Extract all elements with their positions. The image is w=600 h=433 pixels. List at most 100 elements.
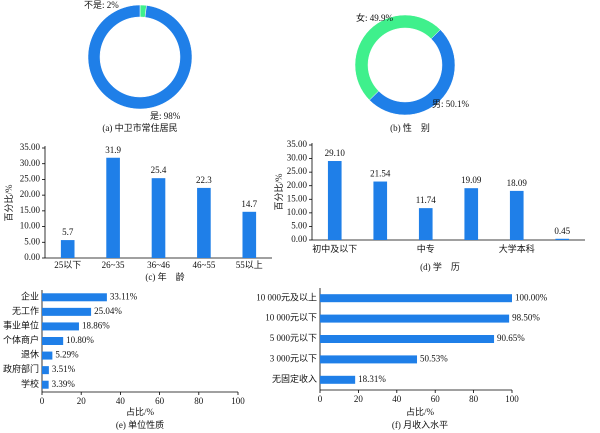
y-tick-label: 20.00	[287, 180, 308, 190]
value-label: 18.31%	[358, 374, 386, 384]
y-tick-label: 退休	[21, 349, 39, 360]
x-tick-label: 中专	[417, 243, 435, 254]
slice-label: 女: 49.9%	[356, 12, 394, 23]
bar	[555, 238, 570, 240]
bar	[42, 351, 53, 360]
bar	[373, 181, 388, 240]
bar	[320, 314, 510, 323]
y-tick-label: 事业单位	[3, 319, 39, 330]
value-label: 29.10	[325, 148, 346, 158]
bar	[327, 161, 342, 240]
caption: (d) 学 历	[420, 261, 460, 272]
value-label: 18.86%	[82, 320, 110, 330]
value-label: 100.00%	[515, 292, 548, 302]
x-tick-label: 初中及以下	[312, 243, 357, 254]
y-tick-label: 5 000元以下	[270, 333, 317, 343]
y-tick-label: 10 000元及以上	[256, 292, 317, 302]
bar	[320, 335, 495, 343]
x-tick-label: 40	[116, 396, 126, 406]
bar	[242, 211, 257, 258]
value-label: 11.74	[416, 195, 436, 205]
value-label: 98.50%	[512, 313, 540, 323]
x-tick-label: 55以上	[236, 260, 263, 270]
x-tick-label: 60	[431, 394, 441, 404]
value-label: 22.3	[196, 175, 212, 185]
y-tick-label: 15.00	[287, 193, 308, 203]
value-label: 5.29%	[55, 350, 79, 360]
x-tick-label: 大学本科	[499, 243, 535, 254]
bar	[42, 380, 49, 389]
bar	[418, 208, 433, 240]
x-tick-label: 100	[231, 396, 245, 406]
value-label: 25.04%	[94, 306, 122, 316]
bar	[42, 337, 64, 345]
value-label: 25.4	[151, 165, 167, 175]
bar	[106, 157, 120, 258]
bar	[509, 190, 524, 240]
value-label: 21.54	[370, 169, 391, 179]
value-label: 3.51%	[52, 364, 76, 374]
y-tick-label: 3 000元以下	[270, 353, 317, 363]
value-label: 14.7	[241, 199, 257, 209]
y-tick-label: 25.00	[20, 173, 41, 183]
y-tick-label: 无工作	[12, 305, 39, 316]
y-tick-label: 0.00	[24, 252, 40, 262]
x-tick-label: 60	[155, 396, 165, 406]
x-tick-label: 20	[77, 396, 87, 406]
x-tick-label: 80	[469, 394, 479, 404]
caption: (b) 性 别	[390, 122, 430, 133]
bar	[320, 375, 356, 384]
value-label: 31.9	[105, 145, 121, 155]
x-axis-label: 占比/%	[406, 406, 435, 417]
y-tick-label: 企业	[21, 290, 39, 301]
value-label: 0.45	[554, 226, 570, 236]
value-label: 19.09	[461, 175, 482, 185]
caption: (e) 单位性质	[116, 419, 164, 430]
y-tick-label: 30.00	[20, 158, 41, 168]
bar	[151, 178, 166, 258]
slice-label: 男: 50.1%	[432, 99, 470, 109]
x-axis-label: 占比/%	[126, 406, 155, 417]
bar	[42, 322, 79, 331]
y-tick-label: 35.00	[20, 142, 41, 152]
bar	[197, 187, 211, 258]
y-tick-label: 学校	[21, 378, 39, 389]
x-tick-label: 25以下	[54, 260, 81, 270]
y-tick-label: 20.00	[20, 189, 41, 199]
y-tick-label: 25.00	[287, 166, 308, 176]
value-label: 5.7	[62, 227, 74, 237]
value-label: 90.65%	[497, 333, 525, 343]
y-tick-label: 10 000元以下	[265, 313, 317, 323]
y-tick-label: 5.00	[291, 220, 307, 230]
x-tick-label: 0	[40, 396, 45, 406]
x-tick-label: 80	[194, 396, 204, 406]
value-label: 33.11%	[110, 291, 138, 301]
y-tick-label: 35.00	[287, 139, 308, 149]
bar	[60, 240, 75, 258]
value-label: 3.39%	[52, 379, 76, 389]
x-tick-label: 40	[392, 394, 402, 404]
bar	[42, 307, 92, 316]
bar	[320, 355, 418, 364]
y-tick-label: 5.00	[24, 236, 40, 246]
bar	[42, 366, 49, 375]
y-axis-label: 百分比/%	[273, 173, 284, 211]
donut-slice	[87, 4, 193, 110]
y-tick-label: 无固定收入	[272, 373, 317, 384]
y-tick-label: 个体商户	[3, 334, 39, 345]
value-label: 18.09	[507, 178, 528, 188]
y-tick-label: 0.00	[291, 234, 307, 244]
y-tick-label: 15.00	[20, 205, 41, 215]
caption: (f) 月收入水平	[392, 419, 448, 430]
x-tick-label: 36~46	[147, 260, 170, 270]
x-tick-label: 20	[354, 394, 364, 404]
bar	[42, 293, 107, 302]
y-tick-label: 政府部门	[3, 363, 39, 374]
x-tick-label: 26~35	[102, 260, 125, 270]
caption: (a) 中卫市常住居民	[102, 122, 177, 133]
value-label: 50.53%	[420, 353, 448, 363]
y-tick-label: 10.00	[20, 221, 41, 231]
caption: (c) 年 龄	[145, 271, 184, 282]
x-tick-label: 100	[505, 394, 519, 404]
